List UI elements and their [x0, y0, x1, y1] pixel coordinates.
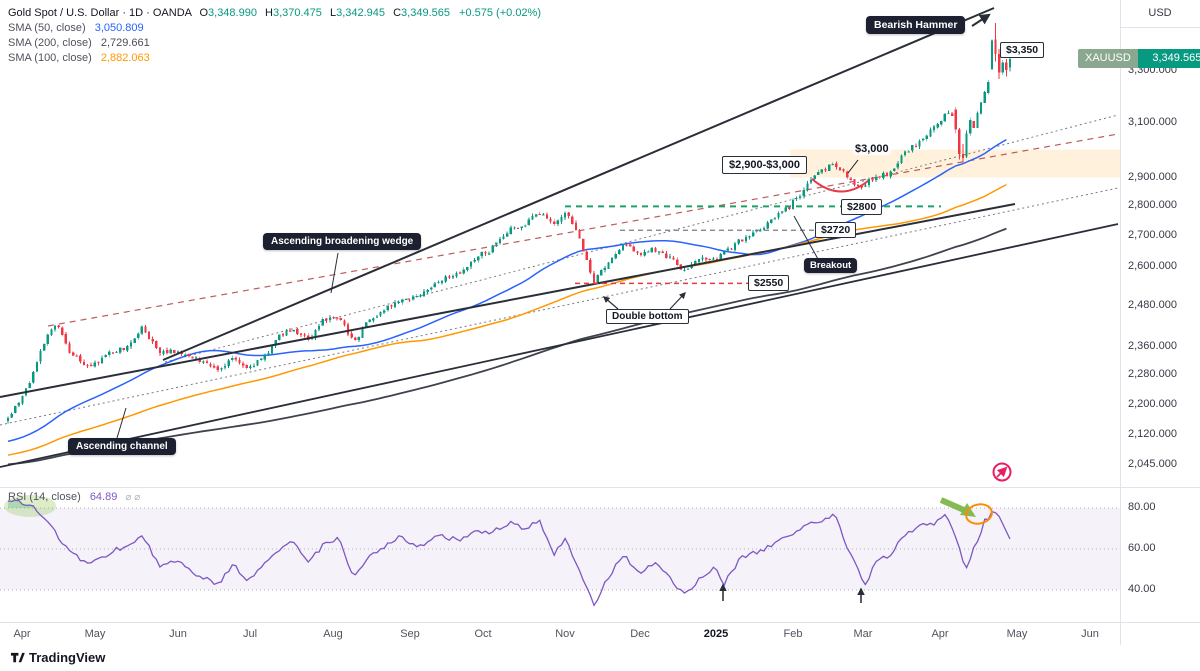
sma100-legend-row[interactable]: SMA (100, close) 2,882.063: [8, 52, 150, 64]
open-label: O: [199, 7, 209, 19]
price-tick-label: 2,700.000: [1128, 229, 1177, 242]
sma50-legend-row[interactable]: SMA (50, close) 3,050.809: [8, 22, 144, 34]
price-tick-label: 2,600.000: [1128, 260, 1177, 273]
rsi-tick-label: 60.00: [1128, 542, 1156, 554]
price-tick-label: 2,120.000: [1128, 428, 1177, 441]
annotation-double-bottom[interactable]: Double bottom: [606, 309, 689, 324]
price-tick-label: 2,900.000: [1128, 170, 1177, 183]
time-tick-label: Dec: [630, 628, 650, 640]
time-tick-label: Apr: [931, 628, 949, 640]
time-tick-label: Jun: [1081, 628, 1099, 640]
rsi-legend-row[interactable]: RSI (14, close) 64.89 ⌀ ⌀: [8, 491, 141, 503]
time-tick-label: Jun: [169, 628, 187, 640]
annotation-level-2550[interactable]: $2550: [748, 275, 790, 291]
price-tick-label: 3,100.000: [1128, 115, 1177, 128]
close-label: C: [393, 7, 402, 19]
time-tick-label: Feb: [783, 628, 803, 640]
pane-separator[interactable]: [0, 487, 1200, 488]
tradingview-logo[interactable]: TradingView: [10, 650, 105, 665]
annotation-target-3350[interactable]: $3,350: [1000, 42, 1045, 58]
change-value: +0.575 (+0.02%): [459, 7, 541, 19]
time-tick-label: Nov: [555, 628, 575, 640]
tradingview-logo-icon: [10, 652, 25, 663]
time-tick-label: May: [1006, 628, 1028, 640]
rsi-extra-icons[interactable]: ⌀ ⌀: [125, 492, 141, 503]
symbol-title[interactable]: Gold Spot / U.S. Dollar · 1D · OANDA: [8, 7, 192, 19]
badge-price: 3,349.565: [1137, 49, 1200, 68]
time-tick-label: May: [84, 628, 106, 640]
annotation-level-3000[interactable]: $3,000: [853, 143, 891, 155]
time-tick-label: Aug: [323, 628, 343, 640]
time-tick-label: Oct: [474, 628, 492, 640]
annotation-level-2800[interactable]: $2800: [841, 199, 883, 215]
time-tick-label: Apr: [13, 628, 31, 640]
last-price-badge: XAUUSD 3,349.565: [1078, 49, 1200, 68]
annotation-wedge[interactable]: Ascending broadening wedge: [263, 233, 422, 250]
annotation-zone[interactable]: $2,900-$3,000: [722, 156, 807, 174]
currency-separator: [1120, 27, 1200, 28]
currency-label[interactable]: USD: [1148, 7, 1172, 19]
low-value: 3,342.945: [336, 7, 386, 19]
time-axis-separator: [0, 622, 1200, 623]
price-tick-label: 2,480.000: [1128, 299, 1177, 312]
time-tick-label: Sep: [400, 628, 420, 640]
symbol-legend: Gold Spot / U.S. Dollar · 1D · OANDA O3,…: [8, 6, 541, 66]
time-tick-label: Jul: [242, 628, 258, 640]
time-tick-label: 2025: [703, 628, 729, 640]
time-tick-label: Mar: [853, 628, 873, 640]
sma200-legend-row[interactable]: SMA (200, close) 2,729.661: [8, 37, 150, 49]
annotation-level-2720[interactable]: $2720: [815, 222, 857, 238]
price-tick-label: 2,280.000: [1128, 368, 1177, 381]
price-tick-label: 2,800.000: [1128, 199, 1177, 212]
annotation-breakout[interactable]: Breakout: [804, 258, 858, 273]
price-tick-label: 2,200.000: [1128, 397, 1177, 410]
badge-symbol: XAUUSD: [1078, 49, 1138, 68]
price-axis-separator[interactable]: [1120, 0, 1121, 645]
annotation-channel[interactable]: Ascending channel: [68, 438, 176, 455]
price-tick-label: 2,045.000: [1128, 457, 1177, 470]
low-label: L: [329, 7, 337, 19]
price-tick-label: 2,360.000: [1128, 340, 1177, 353]
rsi-tick-label: 40.00: [1128, 583, 1156, 595]
tradingview-logo-text: TradingView: [29, 650, 106, 665]
close-value: 3,349.565: [401, 7, 450, 19]
high-label: H: [265, 7, 273, 19]
open-value: 3,348.990: [208, 7, 257, 19]
symbol-title-row[interactable]: Gold Spot / U.S. Dollar · 1D · OANDA O3,…: [8, 6, 541, 21]
rsi-tick-label: 80.00: [1128, 501, 1156, 513]
high-value: 3,370.475: [272, 7, 322, 19]
annotation-bearish-hammer[interactable]: Bearish Hammer: [866, 16, 966, 34]
